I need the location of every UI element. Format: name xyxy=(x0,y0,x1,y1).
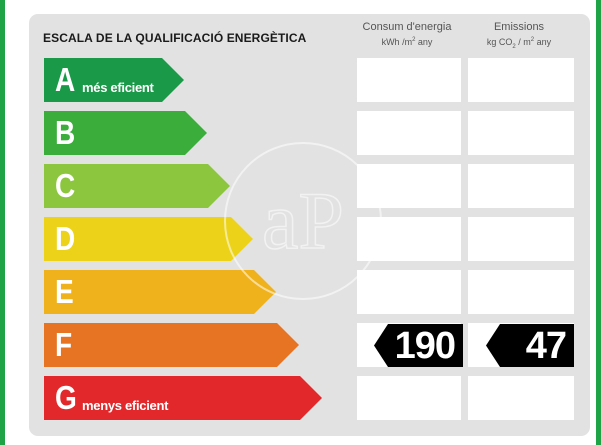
emissions-cell-a xyxy=(468,58,574,102)
emissions-title: Emissions xyxy=(493,21,545,33)
rating-arrow-d: D xyxy=(44,217,253,261)
rating-letter: B xyxy=(55,114,76,151)
emissions-cell-b xyxy=(468,111,574,155)
rating-arrow-b: B xyxy=(44,111,207,155)
emissions-cell-d xyxy=(468,217,574,261)
emissions-unit: kg CO2 / m2 any xyxy=(486,37,552,50)
consumption-title: Consum d'energia xyxy=(362,21,452,33)
watermark-text: aP xyxy=(262,175,344,266)
consumption-cell-g xyxy=(357,376,461,420)
rating-label: més eficient xyxy=(82,80,154,95)
consumption-badge-value: 190 xyxy=(394,325,456,367)
emissions-badge: 47 xyxy=(486,324,574,367)
emissions-header: Emissions kg CO2 / m2 any xyxy=(467,21,571,54)
rating-arrow-e: E xyxy=(44,270,276,314)
consumption-cell-c xyxy=(357,164,461,208)
scale-title: ESCALA DE LA QUALIFICACIÓ ENERGÈTICA xyxy=(43,31,307,45)
emissions-cell-g xyxy=(468,376,574,420)
emissions-badge-value: 47 xyxy=(525,325,567,367)
rating-letter: D xyxy=(55,220,76,257)
rating-arrow-c: C xyxy=(44,164,230,208)
rating-arrow-f: F xyxy=(44,323,299,367)
rating-letter: E xyxy=(55,273,74,310)
consumption-cell-e xyxy=(357,270,461,314)
emissions-cell-c xyxy=(468,164,574,208)
rating-letter: C xyxy=(55,167,76,204)
rating-letter: F xyxy=(55,326,73,363)
ap-logo-watermark: aP xyxy=(224,142,382,300)
consumption-header: Consum d'energia kWh /m2 any xyxy=(355,21,459,49)
consumption-unit: kWh /m2 any xyxy=(381,37,433,47)
consumption-badge: 190 xyxy=(374,324,463,367)
consumption-cell-a xyxy=(357,58,461,102)
rating-label: menys eficient xyxy=(82,398,169,413)
consumption-cell-b xyxy=(357,111,461,155)
emissions-cell-e xyxy=(468,270,574,314)
rating-letter: A xyxy=(55,61,76,98)
rating-letter: G xyxy=(55,379,77,416)
